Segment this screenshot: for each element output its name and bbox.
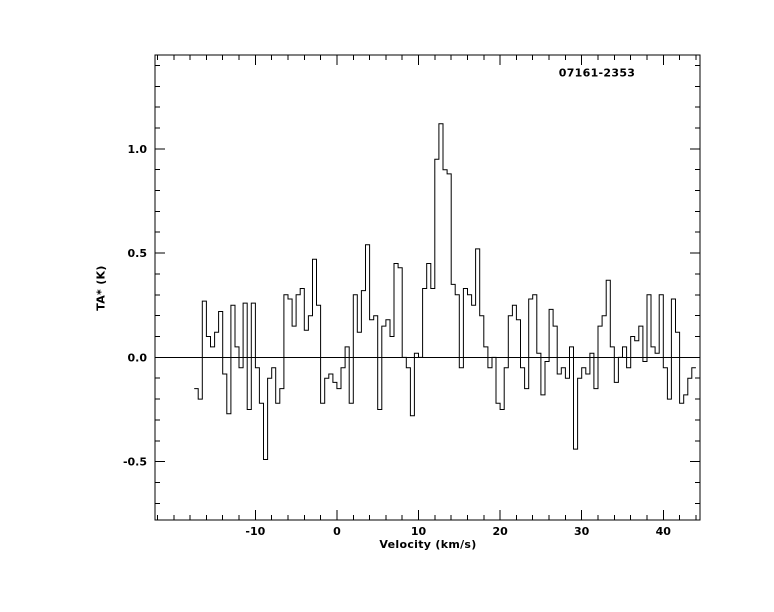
spectrum-step-line — [194, 123, 696, 460]
x-axis-label: Velocity (km/s) — [379, 538, 477, 551]
y-tick-label: 1.0 — [128, 143, 148, 156]
y-tick-label: 0.0 — [128, 351, 148, 364]
source-name-label: 07161-2353 — [558, 66, 636, 80]
y-tick-label: 0.5 — [128, 247, 148, 260]
x-tick-label: -10 — [245, 525, 265, 538]
x-tick-label: 0 — [333, 525, 341, 538]
x-tick-label: 10 — [411, 525, 427, 538]
y-tick-label: -0.5 — [123, 456, 147, 469]
y-axis-label: TA* (K) — [94, 265, 108, 311]
x-tick-label: 40 — [656, 525, 672, 538]
x-tick-label: 20 — [492, 525, 508, 538]
x-tick-label: 30 — [574, 525, 590, 538]
plot-frame — [154, 54, 701, 521]
